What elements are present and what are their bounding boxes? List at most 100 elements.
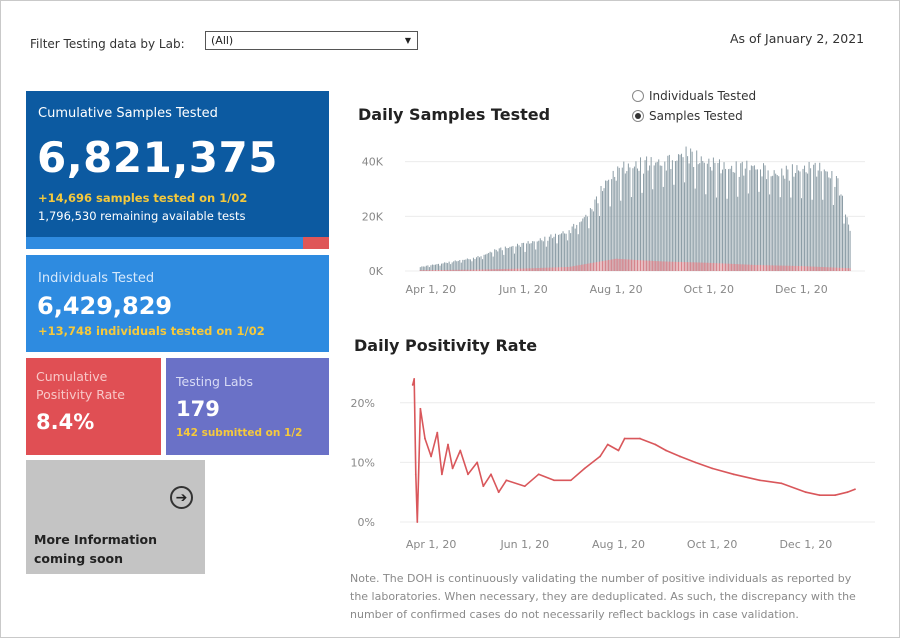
positivity-point xyxy=(804,491,807,494)
bar-positive xyxy=(785,265,787,271)
bar-positive xyxy=(512,268,514,271)
bar-positive xyxy=(504,268,506,271)
bar-positive xyxy=(544,267,546,271)
bar-positive xyxy=(811,266,813,271)
bar-positive xyxy=(659,261,661,271)
bar-samples xyxy=(488,252,490,271)
bar-samples xyxy=(485,254,487,271)
bar-samples xyxy=(615,180,617,271)
arrow-circle-right-icon[interactable]: ➔ xyxy=(170,486,193,509)
bar-positive xyxy=(445,269,447,271)
bar-positive xyxy=(491,269,493,271)
bar-positive xyxy=(422,270,424,271)
bar-samples xyxy=(662,186,664,271)
bar-samples xyxy=(735,161,737,271)
bar-samples xyxy=(507,248,509,271)
bar-positive xyxy=(823,267,825,271)
bar-positive xyxy=(424,270,426,271)
bar-samples xyxy=(439,265,441,271)
bar-positive xyxy=(747,264,749,271)
bar-samples xyxy=(434,264,436,271)
bar-samples xyxy=(509,246,511,271)
bar-samples xyxy=(465,259,467,271)
bar-positive xyxy=(734,263,736,271)
bar-samples xyxy=(512,245,514,271)
positivity-point xyxy=(467,473,469,476)
bar-positive xyxy=(800,266,802,271)
bar-samples xyxy=(843,223,845,271)
bar-samples xyxy=(679,154,681,271)
bar-samples xyxy=(495,249,497,271)
bar-positive xyxy=(664,261,666,271)
bar-positive xyxy=(547,267,549,271)
bar-samples xyxy=(796,165,798,271)
bar-samples xyxy=(693,167,695,271)
bar-samples xyxy=(826,171,828,271)
bar-samples xyxy=(548,236,550,271)
positivity-point xyxy=(694,461,697,464)
bar-samples xyxy=(460,262,462,271)
bar-samples xyxy=(682,157,684,271)
bar-samples xyxy=(535,249,537,271)
bar-samples xyxy=(802,168,804,271)
y-tick-label: 0% xyxy=(358,516,375,529)
positivity-point xyxy=(665,449,667,452)
bar-samples xyxy=(551,238,553,271)
bar-positive xyxy=(804,266,806,271)
bar-positive xyxy=(425,270,427,271)
bar-positive xyxy=(585,263,587,271)
bar-samples xyxy=(500,247,502,271)
bar-samples xyxy=(706,163,708,271)
bar-samples xyxy=(668,154,670,271)
bar-positive xyxy=(557,267,559,271)
bar-positive xyxy=(433,270,435,271)
bar-samples xyxy=(643,173,645,271)
bar-samples xyxy=(820,171,822,271)
bar-positive xyxy=(661,261,663,271)
radio-individuals-tested[interactable]: Individuals Tested xyxy=(632,89,756,103)
x-tick-label: Dec 1, 20 xyxy=(779,538,832,551)
more-information-card[interactable]: ➔ More Information coming soon xyxy=(26,460,205,574)
bar-positive xyxy=(826,267,828,271)
bar-samples xyxy=(577,234,579,271)
bar-positive xyxy=(735,264,737,271)
bar-positive xyxy=(568,266,570,271)
radio-samples-tested[interactable]: Samples Tested xyxy=(632,109,743,123)
bar-samples xyxy=(421,266,423,271)
bar-samples xyxy=(618,167,620,271)
as-of-date: As of January 2, 2021 xyxy=(730,31,865,46)
positivity-point xyxy=(679,455,681,458)
bar-samples xyxy=(592,211,594,271)
positivity-point xyxy=(490,473,492,476)
bar-samples xyxy=(486,253,488,271)
bar-samples xyxy=(659,165,661,271)
bar-samples xyxy=(715,197,717,271)
bar-samples xyxy=(772,175,774,271)
bar-samples xyxy=(533,241,535,271)
bar-positive xyxy=(495,269,497,271)
bar-samples xyxy=(738,176,740,271)
bar-positive xyxy=(600,261,602,271)
bar-samples xyxy=(589,208,591,271)
positivity-point xyxy=(459,449,462,452)
bar-positive xyxy=(737,264,739,271)
cumulative-samples-value: 6,821,375 xyxy=(37,133,278,182)
lab-filter-dropdown[interactable]: (All) ▼ xyxy=(205,31,418,50)
positivity-point xyxy=(639,437,641,440)
bar-samples xyxy=(776,175,778,271)
bar-positive xyxy=(807,266,809,271)
bar-positive xyxy=(775,265,777,271)
bar-positive xyxy=(500,269,502,271)
bar-samples xyxy=(849,230,851,271)
bar-samples xyxy=(835,176,837,271)
bar-samples xyxy=(617,166,619,271)
bar-samples xyxy=(673,184,675,271)
bar-positive xyxy=(693,262,695,271)
positivity-point xyxy=(623,437,626,440)
positivity-rate-card: Cumulative Positivity Rate 8.4% xyxy=(26,358,161,455)
bar-positive xyxy=(684,262,686,271)
bar-samples xyxy=(472,257,474,271)
bar-positive xyxy=(538,267,540,271)
bar-samples xyxy=(828,177,830,271)
individuals-tested-card: Individuals Tested 6,429,829 +13,748 ind… xyxy=(26,255,329,352)
